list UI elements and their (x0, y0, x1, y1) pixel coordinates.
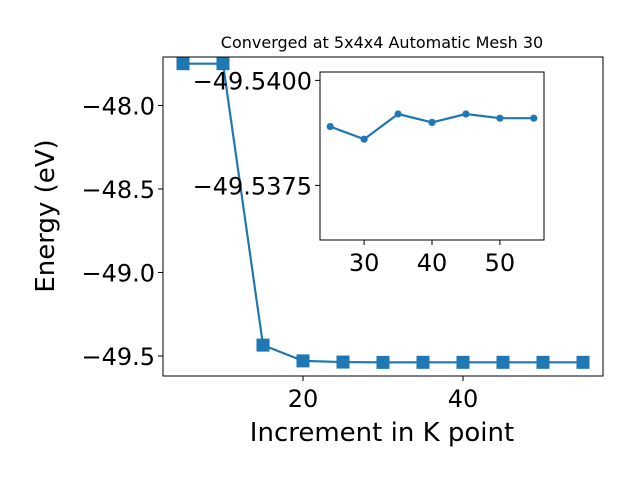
data-point (536, 355, 550, 369)
y-axis-label: Energy (eV) (31, 139, 61, 292)
inset-plot-area (326, 110, 538, 143)
main-ticks: 20 40 −48.0 −48.5 −49.0 −49.5 (81, 92, 478, 413)
data-point (336, 355, 350, 369)
data-point (326, 123, 334, 131)
y-tick-label: −48.0 (81, 92, 155, 120)
x-tick-label: 50 (485, 249, 516, 277)
y-tick-label: −49.5400 (193, 67, 312, 95)
y-tick-label: −49.5375 (193, 172, 312, 200)
data-point (456, 355, 470, 369)
main-chart: Converged at 5x4x4 Automatic Mesh 30 Inc… (31, 33, 604, 448)
data-point (360, 135, 368, 143)
inset-ticks: 30 40 50 −49.5400 −49.5375 (193, 67, 516, 277)
data-point (576, 355, 590, 369)
data-point (416, 355, 430, 369)
x-tick-label: 40 (417, 249, 448, 277)
data-point (376, 355, 390, 369)
data-point (176, 57, 190, 71)
inset-background (320, 72, 544, 240)
y-tick-label: −49.0 (81, 259, 155, 287)
x-axis-label: Increment in K point (250, 418, 514, 448)
x-tick-label: 40 (448, 385, 479, 413)
data-point (530, 114, 538, 122)
y-tick-label: −49.5 (81, 343, 155, 371)
x-tick-label: 20 (288, 385, 319, 413)
data-point (296, 354, 310, 368)
data-point (496, 114, 504, 122)
x-tick-label: 30 (349, 249, 380, 277)
main-plot-area (176, 57, 590, 369)
inset-plot-frame (319, 71, 545, 241)
inset-chart: 30 40 50 −49.5400 −49.5375 (193, 67, 545, 277)
data-point (428, 118, 436, 126)
y-tick-label: −48.5 (81, 176, 155, 204)
data-point (256, 338, 270, 352)
chart-title: Converged at 5x4x4 Automatic Mesh 30 (221, 33, 543, 52)
data-point (462, 110, 470, 118)
data-point (216, 57, 230, 71)
data-point (394, 110, 402, 118)
main-plot-frame (162, 56, 604, 377)
data-point (496, 355, 510, 369)
